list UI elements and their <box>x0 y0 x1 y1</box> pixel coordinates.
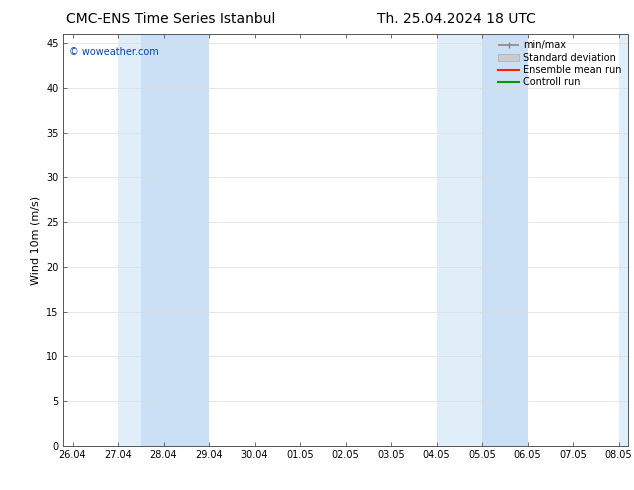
Text: Th. 25.04.2024 18 UTC: Th. 25.04.2024 18 UTC <box>377 12 536 26</box>
Text: © woweather.com: © woweather.com <box>69 47 158 57</box>
Bar <box>141 34 209 446</box>
Text: CMC-ENS Time Series Istanbul: CMC-ENS Time Series Istanbul <box>67 12 276 26</box>
Bar <box>482 34 527 446</box>
Bar <box>118 34 141 446</box>
Legend: min/max, Standard deviation, Ensemble mean run, Controll run: min/max, Standard deviation, Ensemble me… <box>495 37 624 90</box>
Bar <box>437 34 482 446</box>
Bar <box>619 34 634 446</box>
Y-axis label: Wind 10m (m/s): Wind 10m (m/s) <box>30 196 41 285</box>
